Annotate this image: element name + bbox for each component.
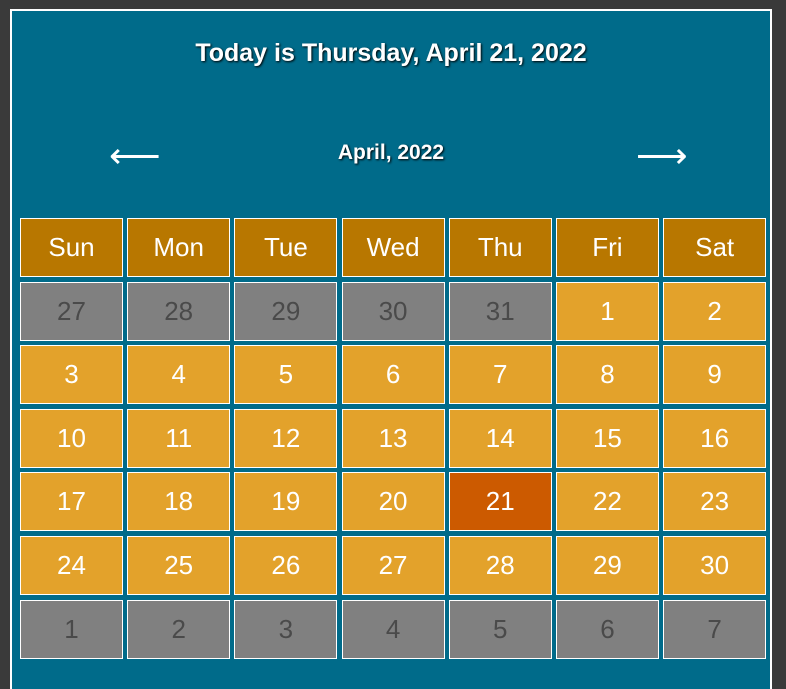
day-cell[interactable]: 1 — [555, 281, 659, 341]
day-cell[interactable]: 2 — [663, 281, 767, 341]
day-cell[interactable]: 20 — [341, 472, 445, 532]
weekday-header-sat: Sat — [663, 218, 767, 277]
day-cell-other-month[interactable]: 27 — [20, 281, 123, 341]
day-cell[interactable]: 15 — [555, 408, 659, 468]
day-cell[interactable]: 10 — [20, 408, 123, 468]
day-cell[interactable]: 4 — [127, 345, 231, 405]
day-cell[interactable]: 26 — [234, 535, 338, 595]
day-cell[interactable]: 9 — [663, 345, 767, 405]
day-cell-other-month[interactable]: 1 — [20, 599, 123, 659]
day-cell[interactable]: 12 — [234, 408, 338, 468]
day-cell-other-month[interactable]: 7 — [663, 599, 767, 659]
today-heading: Today is Thursday, April 21, 2022 — [195, 39, 587, 67]
calendar-grid: Sun Mon Tue Wed Thu Fri Sat 27 28 29 30 31 1 2… — [20, 218, 767, 659]
weekday-header-thu: Thu — [448, 218, 552, 277]
day-cell[interactable]: 28 — [448, 535, 552, 595]
day-cell-other-month[interactable]: 2 — [127, 599, 231, 659]
day-cell-other-month[interactable]: 29 — [234, 281, 338, 341]
day-cell[interactable]: 11 — [127, 408, 231, 468]
weekday-header-fri: Fri — [555, 218, 659, 277]
day-cell[interactable]: 16 — [663, 408, 767, 468]
day-cell[interactable]: 24 — [20, 535, 123, 595]
day-cell-other-month[interactable]: 3 — [234, 599, 338, 659]
day-cell-other-month[interactable]: 31 — [448, 281, 552, 341]
day-cell[interactable]: 14 — [448, 408, 552, 468]
day-cell-other-month[interactable]: 30 — [341, 281, 445, 341]
day-cell[interactable]: 30 — [663, 535, 767, 595]
day-cell-other-month[interactable]: 4 — [341, 599, 445, 659]
day-cell[interactable]: 13 — [341, 408, 445, 468]
day-cell-other-month[interactable]: 28 — [127, 281, 231, 341]
day-cell[interactable]: 5 — [234, 345, 338, 405]
weekday-header-tue: Tue — [234, 218, 338, 277]
day-cell[interactable]: 8 — [555, 345, 659, 405]
day-cell-other-month[interactable]: 5 — [448, 599, 552, 659]
previous-month-arrow-icon[interactable]: ⟵ — [109, 135, 161, 176]
day-cell[interactable]: 29 — [555, 535, 659, 595]
weekday-header-wed: Wed — [341, 218, 445, 277]
day-cell[interactable]: 3 — [20, 345, 123, 405]
day-cell[interactable]: 6 — [341, 345, 445, 405]
day-cell[interactable]: 17 — [20, 472, 123, 532]
next-month-arrow-icon[interactable]: ⟶ — [636, 135, 688, 176]
day-cell[interactable]: 22 — [555, 472, 659, 532]
day-cell[interactable]: 25 — [127, 535, 231, 595]
month-year-label: April, 2022 — [337, 141, 445, 164]
day-cell-today[interactable]: 21 — [448, 472, 552, 532]
weekday-header-sun: Sun — [20, 218, 123, 277]
day-cell[interactable]: 19 — [234, 472, 338, 532]
weekday-header-mon: Mon — [127, 218, 231, 277]
day-cell-other-month[interactable]: 6 — [555, 599, 659, 659]
day-cell[interactable]: 7 — [448, 345, 552, 405]
day-cell[interactable]: 27 — [341, 535, 445, 595]
day-cell[interactable]: 23 — [663, 472, 767, 532]
day-cell[interactable]: 18 — [127, 472, 231, 532]
calendar-panel: Today is Thursday, April 21, 2022 ⟵ Apri… — [10, 9, 772, 689]
